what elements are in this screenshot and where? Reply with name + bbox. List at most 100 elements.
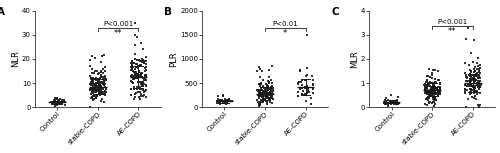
Point: [97, 81, 105, 83]
Point: [266, 91, 274, 94]
Point: [88, 55, 96, 57]
Point: [467, 83, 475, 86]
Point: [394, 103, 402, 106]
Point: [140, 91, 147, 93]
Point: [254, 90, 262, 92]
Point: [130, 88, 138, 90]
Point: [258, 101, 266, 103]
Point: [302, 86, 310, 89]
Point: [86, 89, 94, 92]
Point: [92, 97, 100, 99]
Point: [266, 91, 274, 93]
Point: [468, 88, 475, 91]
Point: [219, 102, 227, 104]
Point: [100, 76, 108, 79]
Point: [100, 80, 108, 83]
Point: [97, 84, 105, 87]
Point: [430, 93, 438, 95]
Point: [140, 60, 148, 63]
Point: [475, 77, 483, 79]
Point: [130, 97, 138, 100]
Text: P<0.01: P<0.01: [272, 21, 298, 27]
Point: [60, 100, 68, 103]
Point: [220, 101, 228, 104]
Point: [128, 88, 136, 91]
Point: [87, 77, 95, 79]
Point: [302, 75, 310, 78]
Point: [96, 82, 104, 84]
Point: [98, 92, 106, 94]
Point: [475, 84, 483, 87]
Point: [476, 73, 484, 76]
Point: [130, 77, 138, 79]
Point: [264, 103, 272, 106]
Point: [92, 89, 100, 91]
Point: [432, 92, 440, 95]
Point: [97, 61, 105, 63]
Point: [141, 70, 149, 72]
Point: [386, 101, 394, 104]
Point: [258, 92, 266, 95]
Point: [140, 76, 148, 79]
Point: [463, 85, 471, 87]
Point: [256, 92, 264, 94]
Point: [254, 65, 262, 68]
Point: [138, 71, 145, 74]
Point: [434, 79, 442, 81]
Point: [473, 84, 481, 86]
Point: [461, 84, 469, 86]
Point: [100, 84, 108, 86]
Point: [476, 104, 484, 106]
Point: [256, 90, 264, 93]
Point: [61, 104, 69, 106]
Point: [136, 75, 144, 78]
Point: [475, 71, 483, 73]
Point: [98, 91, 106, 94]
Point: [138, 82, 145, 85]
Point: [422, 98, 430, 101]
Point: [468, 74, 475, 77]
Point: [428, 87, 436, 90]
Point: [263, 94, 271, 96]
Point: [138, 72, 146, 74]
Point: [256, 95, 264, 97]
Point: [57, 102, 65, 105]
Point: [466, 91, 474, 94]
Point: [387, 101, 395, 103]
Point: [392, 103, 400, 105]
Point: [100, 83, 108, 85]
Point: [101, 90, 109, 92]
Point: [90, 88, 98, 91]
Point: [426, 83, 434, 86]
Point: [304, 85, 312, 87]
Point: [266, 98, 274, 100]
Point: [218, 99, 226, 101]
Point: [256, 85, 264, 87]
Point: [303, 73, 311, 76]
Point: [431, 88, 439, 90]
Point: [434, 91, 442, 93]
Point: [394, 96, 402, 99]
Point: [92, 84, 100, 86]
Point: [262, 94, 270, 97]
Point: [382, 102, 390, 104]
Point: [138, 82, 146, 85]
Point: [92, 84, 100, 86]
Point: [430, 97, 438, 100]
Point: [462, 38, 470, 40]
Point: [94, 88, 102, 90]
Point: [256, 82, 264, 85]
Point: [472, 95, 480, 97]
Point: [127, 75, 135, 77]
Point: [261, 91, 269, 94]
Point: [96, 86, 104, 88]
Point: [472, 79, 480, 81]
Point: [436, 85, 444, 88]
Point: [425, 93, 433, 96]
Point: [138, 60, 145, 62]
Point: [137, 95, 145, 98]
Point: [128, 75, 136, 77]
Point: [256, 83, 264, 85]
Point: [256, 102, 264, 105]
Point: [434, 90, 442, 92]
